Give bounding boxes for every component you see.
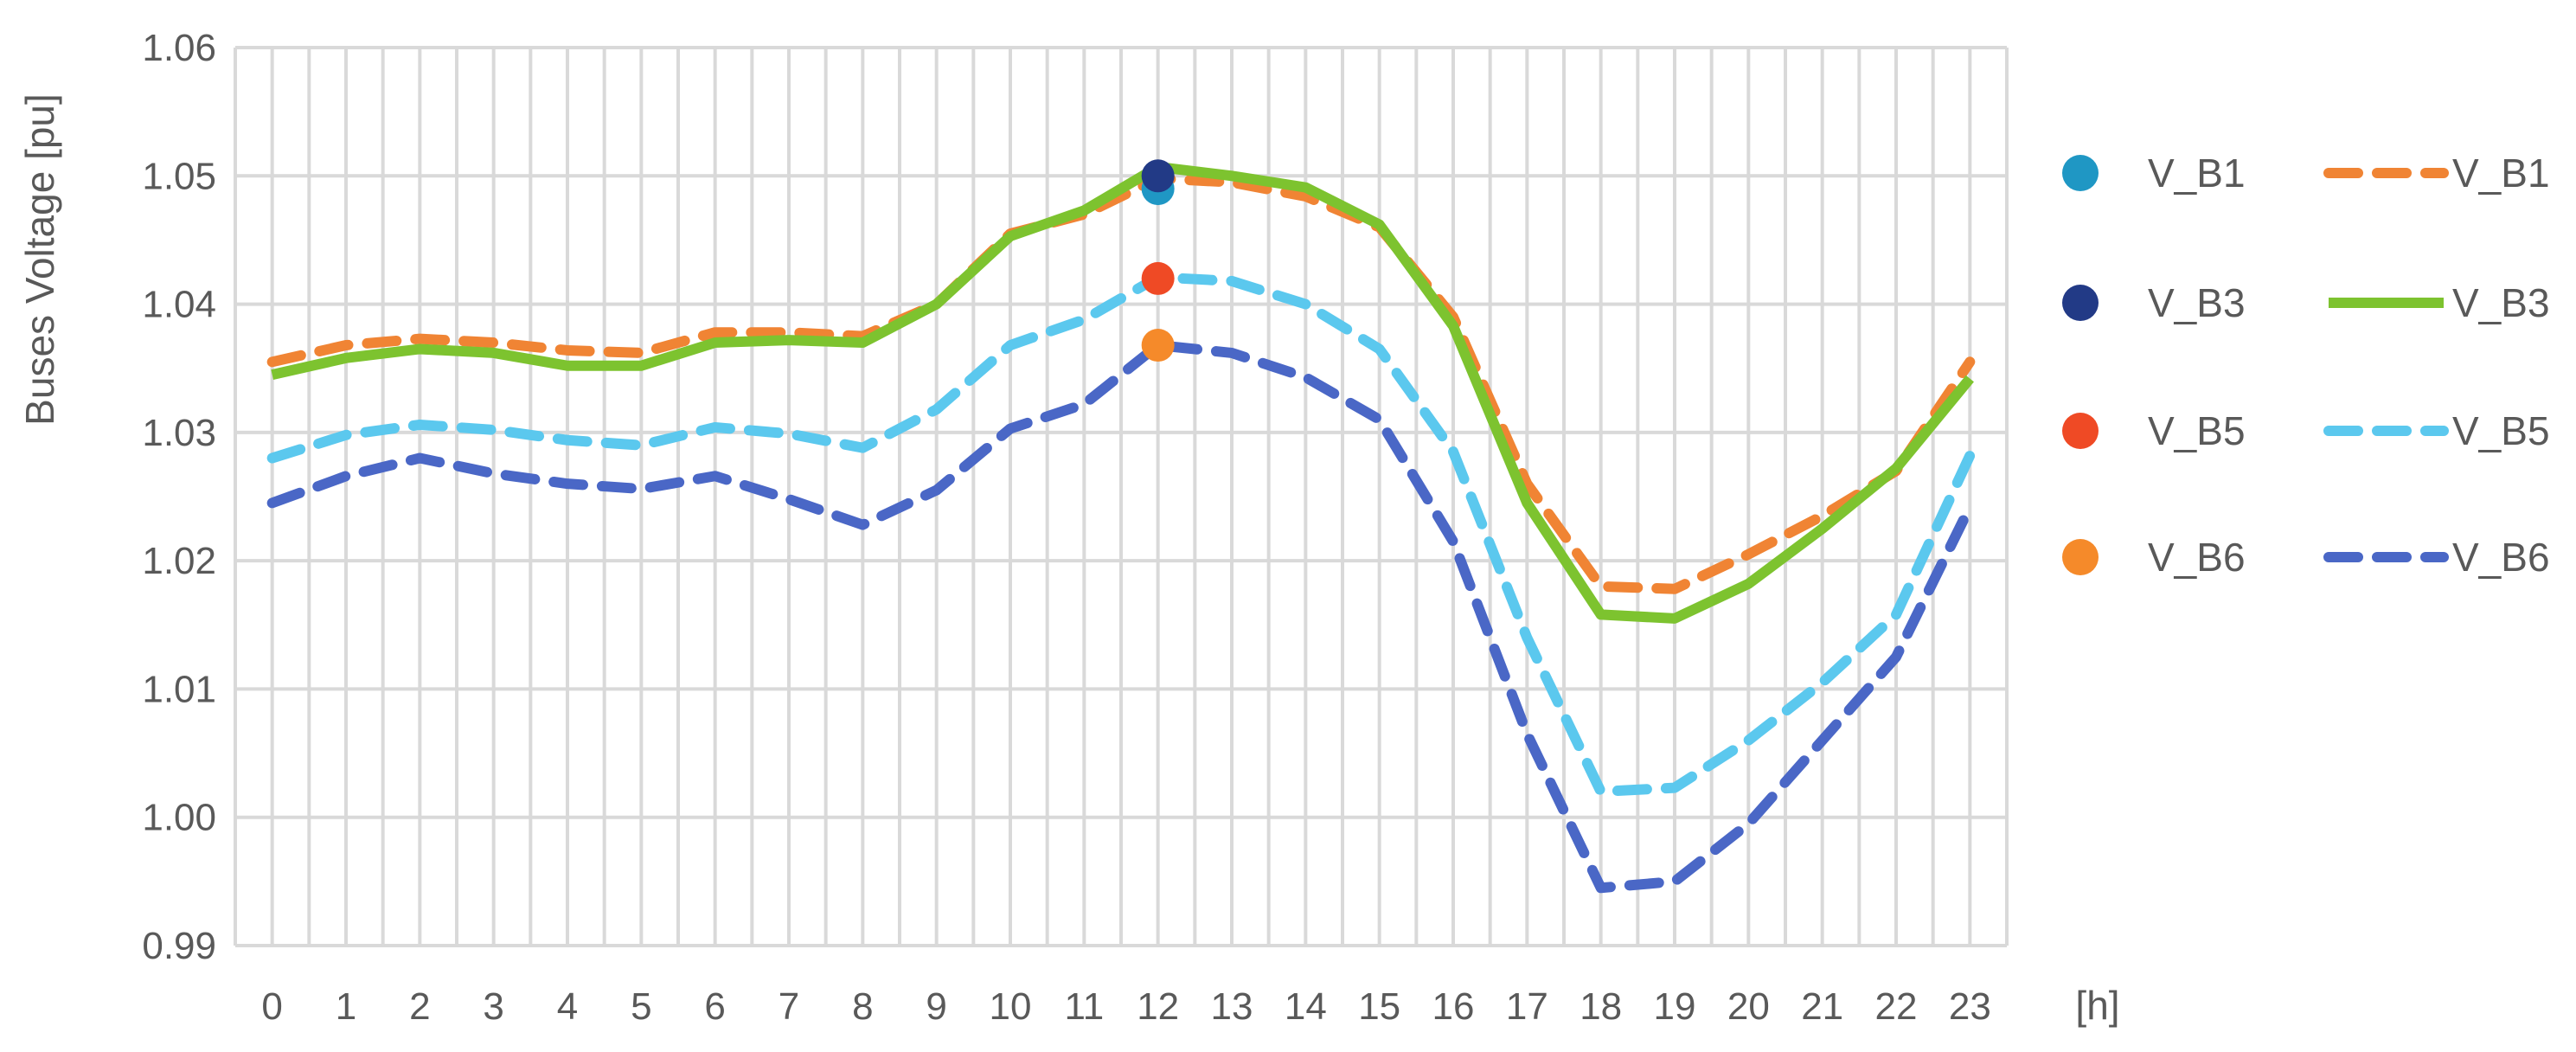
legend-label: V_B1: [2452, 151, 2550, 196]
series-line-v-b6: [266, 340, 1976, 894]
gridlines: [234, 46, 2009, 947]
marker-v-b3: [1141, 159, 1175, 193]
x-tick-label: 12: [1137, 985, 1179, 1028]
legend-label: V_B5: [2148, 408, 2246, 453]
y-tick-label: 1.03: [142, 412, 216, 454]
legend-marker-v-b1: [2062, 155, 2099, 191]
x-tick-label: 14: [1285, 985, 1327, 1028]
x-axis-title: [h]: [2075, 983, 2119, 1028]
legend-label: V_B5: [2452, 408, 2550, 453]
series-line-v-b1: [266, 173, 1976, 594]
y-tick-labels: 0.99 1.00 1.01 1.02 1.03 1.04 1.05 1.06: [142, 27, 216, 967]
x-tick-label: 23: [1949, 985, 1991, 1028]
y-tick-label: 1.00: [142, 797, 216, 839]
x-tick-label: 5: [631, 985, 651, 1028]
legend-marker-v-b6: [2062, 539, 2099, 575]
series-lines: [266, 161, 1976, 894]
x-tick-label: 16: [1432, 985, 1475, 1028]
x-tick-label: 11: [1064, 985, 1104, 1028]
y-tick-label: 1.06: [142, 27, 216, 69]
x-tick-label: 9: [926, 985, 946, 1028]
legend-label: V_B6: [2148, 535, 2246, 580]
legend: V_B1 V_B3 V_B5 V_B6 V_B1 V_B3 V_B5 V_B6: [2062, 151, 2550, 580]
x-tick-label: 6: [704, 985, 725, 1028]
x-tick-label: 10: [990, 985, 1032, 1028]
x-tick-label: 15: [1358, 985, 1400, 1028]
x-tick-label: 22: [1875, 985, 1918, 1028]
x-tick-label: 2: [409, 985, 430, 1028]
x-tick-label: 8: [852, 985, 873, 1028]
legend-marker-v-b5: [2062, 413, 2099, 449]
x-tick-label: 7: [779, 985, 799, 1028]
y-tick-label: 0.99: [142, 925, 216, 967]
x-tick-label: 20: [1727, 985, 1770, 1028]
y-tick-label: 1.05: [142, 155, 216, 197]
y-tick-label: 1.04: [142, 284, 216, 326]
y-tick-label: 1.01: [142, 668, 216, 710]
legend-label: V_B1: [2148, 151, 2246, 196]
series-line-v-b5: [266, 272, 1976, 798]
marker-v-b5: [1141, 261, 1175, 295]
x-tick-label: 3: [483, 985, 503, 1028]
legend-label: V_B6: [2452, 535, 2550, 580]
x-tick-label: 4: [557, 985, 578, 1028]
legend-label: V_B3: [2148, 280, 2246, 325]
x-tick-label: 18: [1580, 985, 1622, 1028]
x-tick-label: 17: [1506, 985, 1548, 1028]
marker-v-b6: [1141, 329, 1175, 362]
legend-marker-v-b3: [2062, 285, 2099, 321]
series-line-v-b3: [271, 161, 1974, 624]
series-markers: [1141, 159, 1175, 362]
y-tick-label: 1.02: [142, 540, 216, 582]
x-tick-label: 0: [261, 985, 282, 1028]
legend-label: V_B3: [2452, 280, 2550, 325]
y-axis-title: Buses Voltage [pu]: [17, 93, 62, 426]
x-tick-label: 19: [1654, 985, 1696, 1028]
x-tick-labels: 0 1 2 3 4 5 6 7 8 9 10 11 12 13 14 15 16 17 18 19 20 21 22 23: [261, 985, 1990, 1028]
x-tick-label: 21: [1801, 985, 1843, 1028]
x-tick-label: 1: [336, 985, 356, 1028]
x-tick-label: 13: [1211, 985, 1253, 1028]
